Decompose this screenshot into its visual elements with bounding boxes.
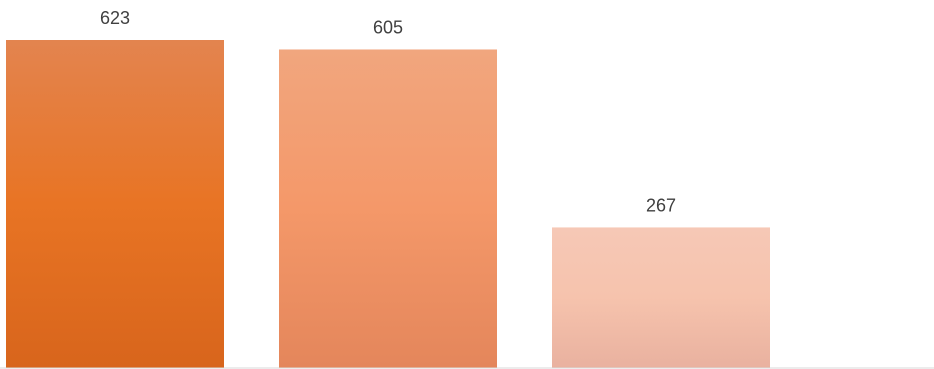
bar-2 [279, 49, 497, 369]
data-labels-layer: 623 605 267 [100, 8, 676, 215]
data-label-1: 623 [100, 8, 130, 28]
data-label-3: 267 [646, 195, 676, 215]
bars-layer [6, 40, 770, 369]
bar-3 [552, 227, 770, 368]
data-label-2: 605 [373, 17, 403, 37]
bar-1 [6, 40, 224, 368]
